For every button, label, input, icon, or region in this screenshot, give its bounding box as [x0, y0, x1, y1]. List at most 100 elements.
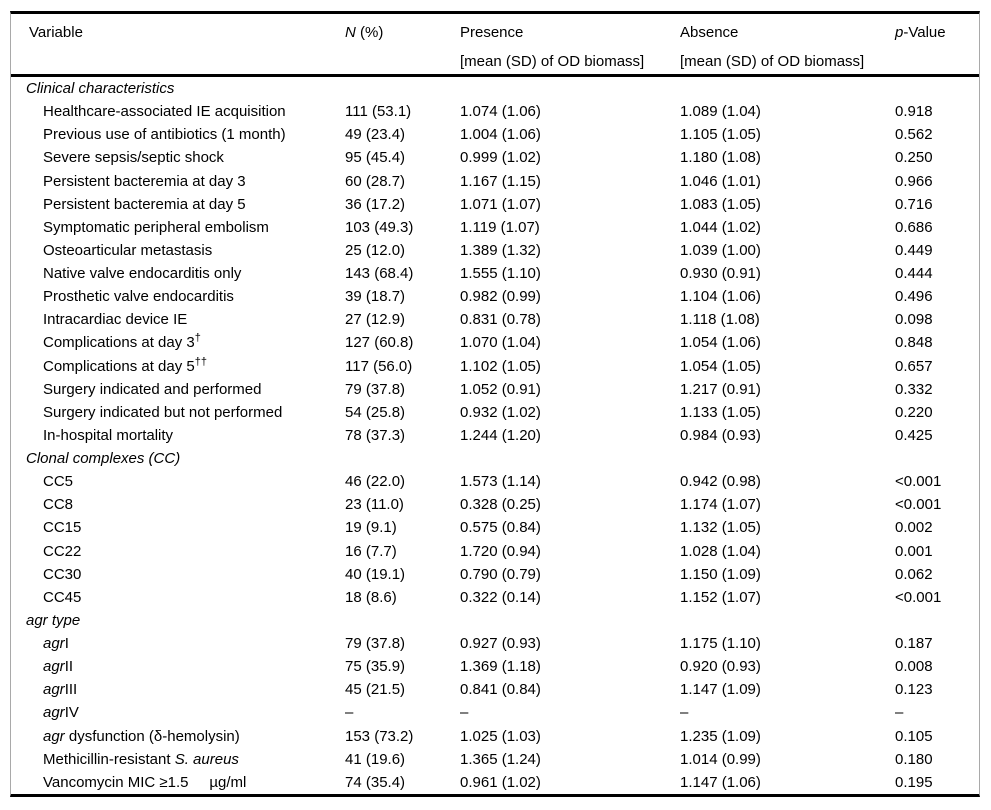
- cell-p-value: 0.716: [895, 195, 933, 213]
- header-absence: Absence [mean (SD) of OD biomass]: [680, 14, 895, 74]
- cell-absence: 1.217 (0.91): [680, 380, 761, 398]
- cell-n-percent: 18 (8.6): [345, 588, 397, 606]
- cell-absence: 1.044 (1.02): [680, 218, 761, 236]
- table-row: Vancomycin MIC ≥1.5 µg/ml 74 (35.4) 0.961 …: [11, 771, 979, 794]
- cell-n-percent: 27 (12.9): [345, 311, 406, 329]
- cell-p-value: 0.123: [895, 681, 933, 699]
- table-row: agrIII 45 (21.5) 0.841 (0.84) 1.147 (1.09) 0…: [11, 678, 979, 701]
- cell-n-percent: 25 (12.0): [345, 241, 406, 259]
- cell-variable: Surgery indicated and performed: [43, 380, 262, 398]
- section-title: Clonal complexes (CC): [26, 450, 181, 467]
- table-row: Native valve endocarditis only 143 (68.4)…: [11, 262, 979, 285]
- cell-presence: 1.720 (0.94): [460, 542, 541, 560]
- table-row: Osteoarticular metastasis 25 (12.0) 1.389 …: [11, 239, 979, 262]
- header-variable: Variable: [11, 14, 345, 74]
- cell-p-value: 0.250: [895, 149, 933, 167]
- cell-presence: 1.365 (1.24): [460, 750, 541, 768]
- cell-absence: 1.118 (1.08): [680, 311, 760, 329]
- cell-n-percent: 41 (19.6): [345, 750, 406, 768]
- cell-variable: CC8: [43, 496, 74, 514]
- cell-presence: 1.070 (1.04): [460, 334, 541, 352]
- cell-presence: 0.961 (1.02): [460, 773, 541, 791]
- cell-variable: CC45: [43, 588, 82, 606]
- cell-variable: agrII: [43, 658, 74, 676]
- cell-p-value: 0.444: [895, 265, 933, 282]
- cell-absence: 1.054 (1.06): [680, 334, 761, 352]
- section-title: agr type: [26, 611, 81, 629]
- cell-n-percent: 79 (37.8): [345, 380, 406, 398]
- cell-p-value: 0.496: [895, 288, 933, 306]
- cell-variable: agr dysfunction (δ-hemolysin): [43, 727, 240, 745]
- cell-p-value: <0.001: [895, 473, 942, 491]
- table-row: Methicillin-resistant S. aureus 41 (19.6)…: [11, 748, 979, 771]
- header-variable-label: Variable: [29, 24, 83, 41]
- table-row: Persistent bacteremia at day 5 36 (17.2) 1…: [11, 193, 979, 216]
- cell-variable: Severe sepsis/septic shock: [43, 149, 224, 167]
- cell-n-percent: –: [345, 704, 354, 722]
- cell-p-value: 0.008: [895, 658, 933, 676]
- cell-presence: 1.025 (1.03): [460, 727, 541, 745]
- cell-absence: 0.942 (0.98): [680, 473, 761, 491]
- cell-variable: Persistent bacteremia at day 5: [43, 195, 246, 213]
- cell-p-value: 0.966: [895, 172, 933, 190]
- cell-variable: agrI: [43, 635, 69, 652]
- table-row: CC5 46 (22.0) 1.573 (1.14) 0.942 (0.98) <0.0…: [11, 470, 979, 493]
- cell-n-percent: 19 (9.1): [345, 519, 397, 537]
- cell-absence: 1.150 (1.09): [680, 565, 761, 583]
- cell-n-percent: 54 (25.8): [345, 403, 406, 421]
- cell-variable: Healthcare-associated IE acquisition: [43, 103, 286, 121]
- cell-variable: Intracardiac device IE: [43, 311, 188, 329]
- cell-absence: 1.180 (1.08): [680, 149, 761, 167]
- cell-n-percent: 78 (37.3): [345, 426, 406, 444]
- cell-presence: 1.071 (1.07): [460, 195, 541, 213]
- header-absence-subtitle: [mean (SD) of OD biomass]: [680, 53, 865, 70]
- cell-p-value: 0.220: [895, 403, 933, 421]
- header-presence: Presence [mean (SD) of OD biomass]: [460, 14, 680, 74]
- cell-n-percent: 95 (45.4): [345, 149, 406, 167]
- cell-variable: In-hospital mortality: [43, 426, 174, 444]
- cell-n-percent: 40 (19.1): [345, 565, 406, 583]
- table-row: agrIV – – – –: [11, 701, 979, 724]
- table-row: CC8 23 (11.0) 0.328 (0.25) 1.174 (1.07) <0.0…: [11, 493, 979, 516]
- table-row: Persistent bacteremia at day 3 60 (28.7) 1…: [11, 170, 979, 193]
- header-presence-label: Presence: [460, 24, 524, 41]
- cell-absence: 1.235 (1.09): [680, 727, 761, 745]
- table-row: agrI 79 (37.8) 0.927 (0.93) 1.175 (1.10) 0.1…: [11, 632, 979, 655]
- cell-n-percent: 74 (35.4): [345, 773, 406, 791]
- cell-p-value: 0.195: [895, 773, 933, 791]
- cell-presence: 0.999 (1.02): [460, 149, 541, 167]
- cell-variable: Complications at day 5††: [43, 355, 207, 375]
- cell-n-percent: 16 (7.7): [345, 542, 397, 560]
- cell-variable: CC22: [43, 542, 82, 560]
- cell-absence: 1.105 (1.05): [680, 126, 761, 144]
- table-row: Severe sepsis/septic shock 95 (45.4) 0.999…: [11, 146, 979, 169]
- cell-variable: agrIII: [43, 681, 78, 699]
- cell-absence: 1.028 (1.04): [680, 542, 761, 560]
- table-row: agr dysfunction (δ-hemolysin) 153 (73.2) 1…: [11, 725, 979, 748]
- cell-presence: 1.555 (1.10): [460, 265, 541, 282]
- cell-p-value: 0.425: [895, 426, 933, 444]
- cell-variable: Osteoarticular metastasis: [43, 241, 213, 259]
- cell-absence: 1.083 (1.05): [680, 195, 761, 213]
- cell-presence: 0.982 (0.99): [460, 288, 541, 306]
- header-p-rest: -Value: [903, 24, 946, 41]
- cell-absence: 1.133 (1.05): [680, 403, 761, 421]
- table-header-row: Variable N (%) Presence [mean (SD) of OD…: [11, 14, 979, 77]
- table-row: Previous use of antibiotics (1 month) 49 …: [11, 123, 979, 146]
- cell-variable: Surgery indicated but not performed: [43, 403, 283, 421]
- table-row: CC22 16 (7.7) 1.720 (0.94) 1.028 (1.04) 0.00…: [11, 540, 979, 563]
- cell-variable: CC15: [43, 519, 82, 537]
- table-row: Prosthetic valve endocarditis 39 (18.7) 0.…: [11, 285, 979, 308]
- cell-absence: 1.174 (1.07): [680, 496, 761, 514]
- cell-presence: 1.119 (1.07): [460, 218, 540, 236]
- cell-n-percent: 127 (60.8): [345, 334, 414, 352]
- cell-presence: 0.831 (0.78): [460, 311, 541, 329]
- cell-n-percent: 49 (23.4): [345, 126, 406, 144]
- cell-variable: Persistent bacteremia at day 3: [43, 172, 246, 190]
- header-n-italic: N: [345, 24, 356, 41]
- cell-absence: 1.152 (1.07): [680, 588, 761, 606]
- cell-absence: 1.054 (1.05): [680, 357, 761, 375]
- od-biomass-table: Variable N (%) Presence [mean (SD) of OD…: [10, 11, 980, 797]
- cell-variable: Complications at day 3†: [43, 332, 201, 352]
